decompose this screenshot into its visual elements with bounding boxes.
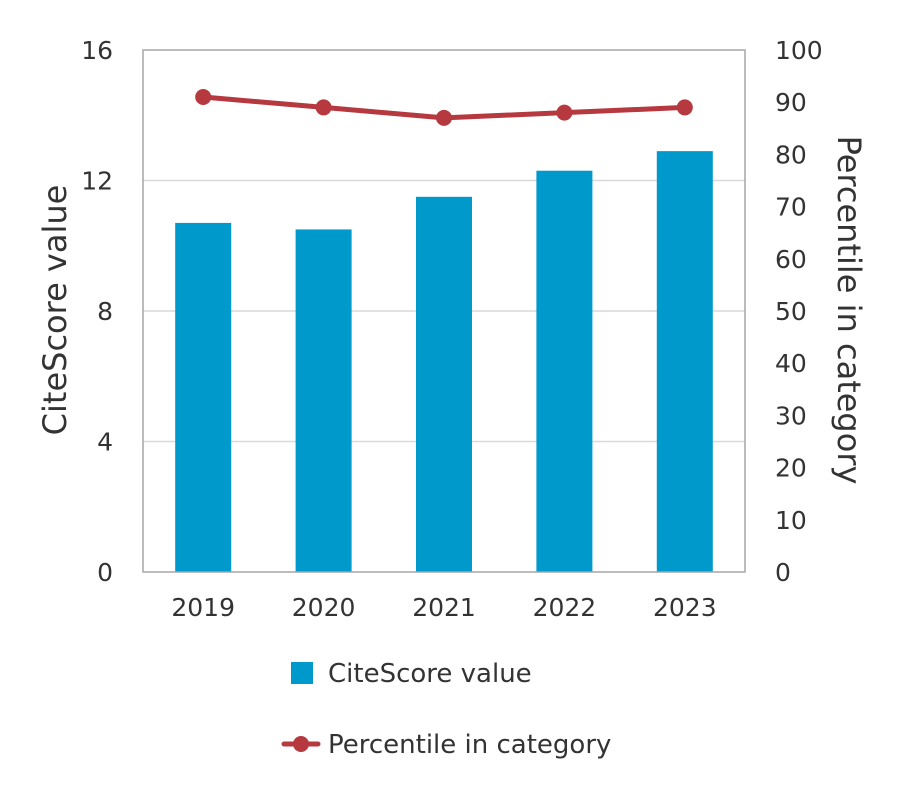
legend: CiteScore value Percentile in category xyxy=(281,659,611,760)
y2-tick-label: 100 xyxy=(775,36,823,65)
y2-tick-label: 70 xyxy=(775,193,807,222)
legend-swatch-citescore xyxy=(291,662,313,684)
plot-frame xyxy=(142,49,746,573)
x-axis-ticks: 2019 2020 2021 2022 2023 xyxy=(171,593,716,622)
y-axis-label: CiteScore value xyxy=(36,185,74,436)
y2-axis-label: Percentile in category xyxy=(830,136,868,485)
y-tick-label: 16 xyxy=(81,36,113,65)
bar-citescore-2023 xyxy=(656,151,713,572)
legend-swatch-percentile-marker xyxy=(293,736,309,752)
point-percentile-2022 xyxy=(556,104,573,121)
y2-tick-label: 20 xyxy=(775,454,807,483)
y-tick-label: 8 xyxy=(97,297,113,326)
bar-citescore-2019 xyxy=(175,222,232,572)
y2-tick-label: 10 xyxy=(775,506,807,535)
y2-tick-label: 40 xyxy=(775,349,807,378)
x-tick-label: 2022 xyxy=(533,593,597,622)
point-percentile-2023 xyxy=(676,99,693,116)
bar-citescore-2020 xyxy=(295,229,352,572)
y2-tick-label: 90 xyxy=(775,88,807,117)
x-tick-label: 2023 xyxy=(653,593,717,622)
y2-tick-label: 30 xyxy=(775,401,807,430)
y2-axis-ticks: 0 10 20 30 40 50 60 70 80 90 100 xyxy=(775,36,823,587)
y-tick-label: 12 xyxy=(81,167,113,196)
legend-label-percentile: Percentile in category xyxy=(328,730,611,760)
y2-tick-label: 0 xyxy=(775,558,791,587)
plot-border xyxy=(142,49,746,573)
x-tick-label: 2019 xyxy=(171,593,235,622)
point-percentile-2021 xyxy=(436,109,452,126)
bar-citescore-2022 xyxy=(536,170,593,572)
point-percentile-2020 xyxy=(315,99,332,116)
x-tick-label: 2020 xyxy=(292,593,356,622)
y-tick-label: 0 xyxy=(97,558,113,587)
x-tick-label: 2021 xyxy=(412,593,476,622)
y2-tick-label: 60 xyxy=(775,245,807,274)
point-percentile-2019 xyxy=(195,88,212,105)
y2-tick-label: 50 xyxy=(775,297,807,326)
bars xyxy=(175,151,713,572)
bar-citescore-2021 xyxy=(416,196,472,572)
y-tick-label: 4 xyxy=(97,428,113,457)
legend-label-citescore: CiteScore value xyxy=(328,659,532,689)
percentile-line xyxy=(195,88,693,126)
y-axis-ticks: 0 4 8 12 16 xyxy=(81,36,113,587)
y2-tick-label: 80 xyxy=(775,140,807,169)
